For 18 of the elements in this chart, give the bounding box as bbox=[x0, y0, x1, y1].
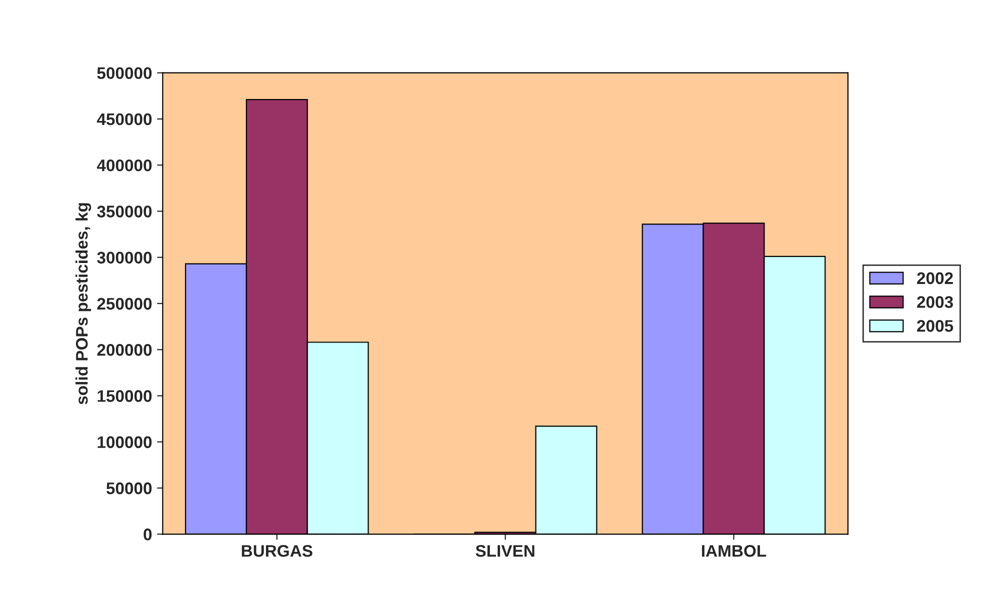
y-tick-label: 150000 bbox=[98, 390, 152, 402]
y-tick-label: 250000 bbox=[97, 298, 152, 310]
y-tick-label: 400000 bbox=[96, 160, 152, 172]
y-axis-title: solid POPs pesticides, kg bbox=[76, 203, 92, 404]
y-tick-label: 500000 bbox=[97, 67, 152, 80]
legend-label: 2003 bbox=[917, 296, 953, 308]
y-tick-label: 100000 bbox=[98, 436, 152, 448]
y-tick-label: 300000 bbox=[97, 252, 152, 264]
y-tick-label: 200000 bbox=[97, 344, 152, 356]
x-tick-label: BURGAS bbox=[242, 545, 312, 557]
legend-label: 2002 bbox=[917, 272, 953, 284]
x-tick-label: SLIVEN bbox=[476, 545, 534, 557]
y-tick-label: 350000 bbox=[97, 206, 152, 218]
legend-label: 2005 bbox=[917, 320, 954, 332]
y-tick-label: 50000 bbox=[106, 482, 152, 494]
y-tick-label: 450000 bbox=[96, 113, 152, 126]
y-tick-label: 0 bbox=[144, 528, 152, 540]
x-tick-label: IAMBOL bbox=[702, 545, 766, 557]
